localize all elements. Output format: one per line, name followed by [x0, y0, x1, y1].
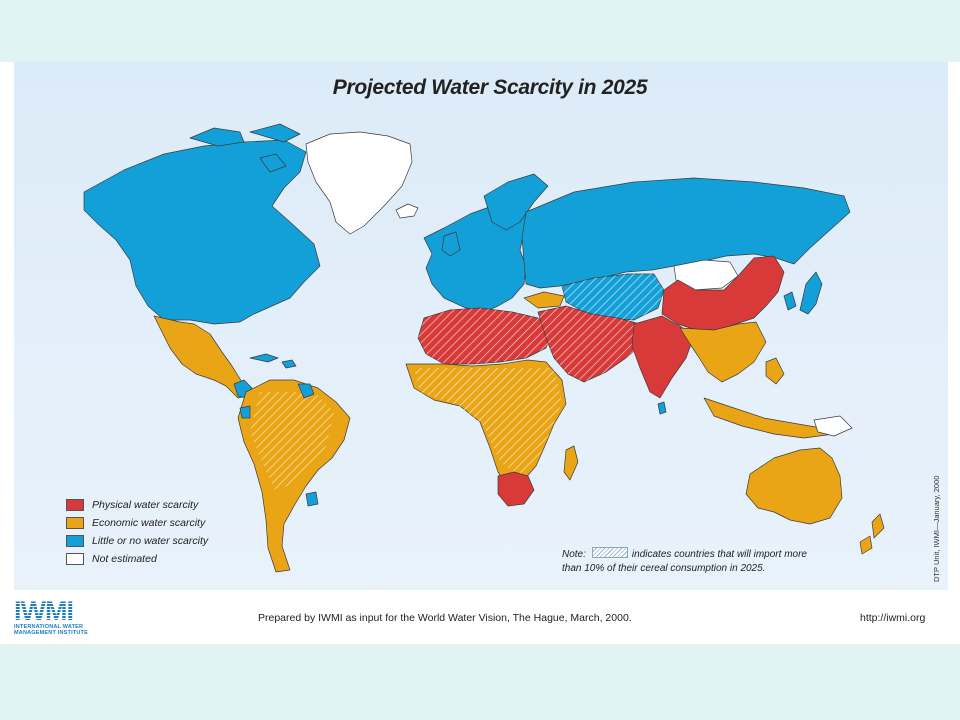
legend-swatch: [66, 499, 84, 511]
legend-item-physical: Physical water scarcity: [66, 496, 208, 514]
sri-lanka: [657, 401, 667, 415]
legend: Physical water scarcity Economic water s…: [66, 496, 208, 568]
note-label: Note:: [562, 549, 586, 560]
map-panel: Physical water scarcity Economic water s…: [14, 62, 948, 590]
map-note: Note: indicates countries that will impor…: [562, 547, 842, 576]
sub-saharan-africa-hatch: [414, 368, 562, 478]
greenland: [305, 131, 413, 235]
legend-item-little: Little or no water scarcity: [66, 532, 208, 550]
uk: [441, 231, 461, 257]
indonesia: [703, 397, 835, 439]
uruguay: [305, 491, 319, 507]
philippines: [765, 357, 785, 385]
new-zealand: [859, 513, 885, 555]
note-text-2: than 10% of their cereal consumption in …: [562, 563, 766, 574]
iceland: [395, 203, 419, 219]
australia: [745, 447, 843, 525]
china: [661, 255, 785, 331]
india: [631, 315, 695, 399]
legend-label: Little or no water scarcity: [92, 535, 209, 547]
world-map: [83, 123, 885, 573]
legend-swatch: [66, 553, 84, 565]
north-america: [83, 139, 321, 325]
side-credit: DTP Unit, IWMI—January, 2000: [932, 475, 941, 582]
website-url[interactable]: http://iwmi.org: [860, 612, 926, 624]
legend-label: Not estimated: [92, 553, 157, 565]
southeast-asia: [679, 321, 767, 383]
arctic-islands: [189, 123, 301, 173]
prepared-by-text: Prepared by IWMI as input for the World …: [258, 612, 632, 624]
russia: [521, 177, 851, 289]
caribbean: [249, 353, 297, 369]
turkey: [523, 291, 565, 309]
japan: [799, 271, 823, 315]
ecuador: [239, 405, 251, 419]
logo-text: IWMI: [14, 598, 114, 625]
legend-item-not-estimated: Not estimated: [66, 550, 208, 568]
central-asia-hatch: [562, 274, 664, 320]
papua: [813, 415, 853, 437]
scandinavia: [483, 173, 549, 231]
map-title: Projected Water Scarcity in 2025: [332, 76, 648, 99]
legend-swatch: [66, 517, 84, 529]
logo-sub-1: INTERNATIONAL WATER: [14, 624, 84, 630]
legend-item-economic: Economic water scarcity: [66, 514, 208, 532]
footer: IWMI INTERNATIONAL WATER MANAGEMENT INST…: [0, 590, 960, 644]
south-africa: [497, 471, 535, 507]
north-africa-hatch: [418, 308, 554, 364]
mexico-central-america: [153, 315, 247, 399]
slide: Physical water scarcity Economic water s…: [0, 62, 960, 644]
iwmi-logo: IWMI INTERNATIONAL WATER MANAGEMENT INST…: [14, 598, 114, 637]
korea: [783, 291, 797, 311]
legend-label: Economic water scarcity: [92, 517, 206, 529]
middle-east-hatch: [538, 306, 644, 382]
guyana: [297, 383, 315, 399]
hatch-sample: [591, 547, 628, 558]
note-text-1: indicates countries that will import mor…: [631, 549, 807, 560]
logo-sub-2: MANAGEMENT INSTITUTE: [14, 630, 88, 636]
legend-label: Physical water scarcity: [92, 499, 199, 511]
madagascar: [563, 445, 579, 481]
south-america-hatch: [250, 392, 334, 492]
legend-swatch: [66, 535, 84, 547]
